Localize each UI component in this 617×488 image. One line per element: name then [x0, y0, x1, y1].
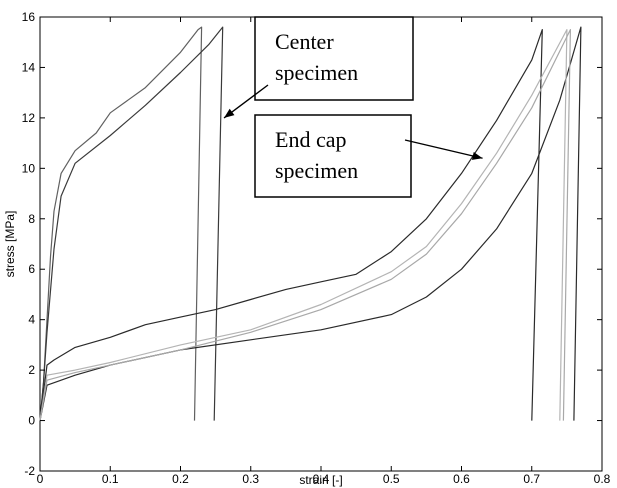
x-tick-label: 0.3	[242, 472, 259, 486]
annotation-arrow-head	[471, 152, 483, 160]
y-tick-label: 16	[22, 10, 36, 24]
x-tick-label: 0.5	[383, 472, 400, 486]
y-tick-label: 6	[28, 262, 35, 276]
series-line-4	[39, 26, 582, 421]
x-tick-label: 0.6	[453, 472, 470, 486]
x-tick-label: 0.4	[313, 472, 330, 486]
series-line-3	[39, 29, 543, 421]
y-tick-label: 10	[22, 161, 36, 175]
center-specimen-box	[254, 16, 414, 101]
annotation-arrow-head	[224, 108, 235, 118]
series-line-5	[39, 29, 568, 421]
center-specimen-label-line1: Center	[275, 29, 334, 54]
x-tick-label: 0.1	[102, 472, 119, 486]
x-tick-label: 0	[37, 472, 44, 486]
y-tick-label: 14	[22, 60, 36, 74]
y-tick-label: 12	[22, 111, 36, 125]
series-layer	[39, 26, 582, 421]
y-tick-label: 4	[28, 313, 35, 327]
x-axis-title: strain [-]	[299, 473, 342, 487]
series-line-1	[39, 26, 203, 421]
x-tick-label: 0.8	[594, 472, 611, 486]
x-tick-label: 0.2	[172, 472, 189, 486]
x-tick-label: 0.7	[523, 472, 540, 486]
series-line-2	[39, 26, 224, 421]
center-specimen-annotation: Center specimen	[254, 16, 414, 101]
end-cap-specimen-box	[254, 114, 412, 198]
y-tick-label: 0	[28, 414, 35, 428]
y-tick-label: -2	[24, 464, 35, 478]
annotation-arrow-shaft	[404, 139, 483, 159]
center-specimen-label-line2: specimen	[275, 60, 358, 85]
series-line-6	[39, 29, 572, 421]
arrow-layer	[223, 84, 483, 160]
end-cap-specimen-label-line1: End cap	[275, 127, 346, 152]
end-cap-specimen-label-line2: specimen	[275, 158, 358, 183]
y-axis-title: stress [MPa]	[3, 211, 17, 278]
y-tick-label: 8	[28, 212, 35, 226]
y-tick-label: 2	[28, 363, 35, 377]
end-cap-specimen-annotation: End cap specimen	[254, 114, 412, 198]
